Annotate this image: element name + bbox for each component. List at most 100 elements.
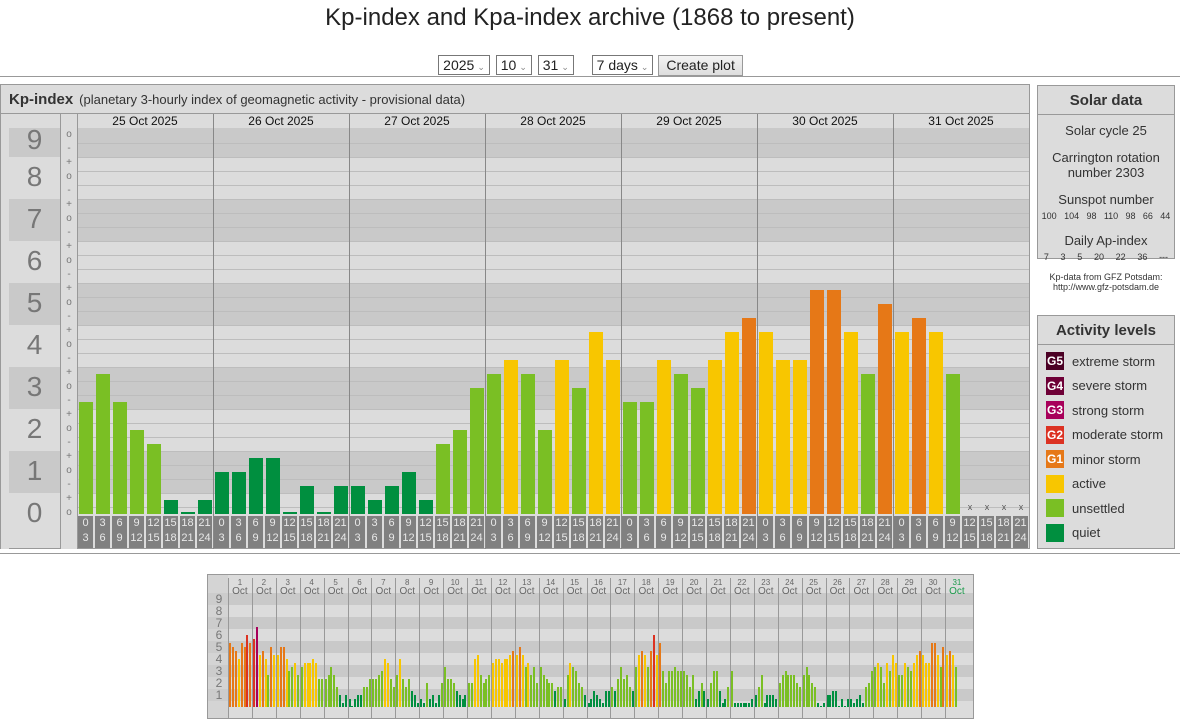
mini-kp-bar: [476, 655, 479, 707]
mini-kp-bar: [763, 703, 766, 707]
create-plot-button[interactable]: Create plot: [658, 55, 743, 76]
hour-end: 12: [130, 532, 143, 544]
mini-kp-bar: [291, 667, 294, 707]
mini-kp-bar: [646, 667, 649, 707]
gridline: [78, 437, 1029, 438]
monthly-overview-chart[interactable]: 9 8 7 6 5 4 3 2 1 1 Oct 2 Oct 3 Oct 4 Oct 5 Oct 6 Oct 7 Oct 8 Oc…: [207, 574, 974, 719]
mini-kp-bar: [707, 699, 709, 707]
activity-levels-title: Activity levels: [1038, 316, 1174, 345]
hour-end: 12: [538, 532, 551, 544]
y-subtick-label: -: [67, 437, 71, 448]
mini-kp-bar: [566, 675, 569, 707]
mini-day-number: 31: [952, 578, 962, 587]
hour-end: 24: [606, 532, 619, 544]
mini-kp-bar: [554, 691, 557, 707]
mini-kp-bar: [389, 679, 392, 707]
missing-mark: x: [984, 502, 990, 512]
mini-month-label: Oct: [279, 586, 296, 597]
mini-kp-bar: [748, 703, 751, 707]
hour-start: 3: [371, 517, 378, 529]
y-subtick-label: +: [66, 241, 72, 252]
mini-kp-bar: [252, 639, 255, 707]
mini-month-label: Oct: [256, 586, 272, 597]
mini-day-separator: [467, 578, 468, 718]
hour-start: 15: [708, 517, 721, 529]
month-select[interactable]: 10 ⌄: [495, 55, 532, 75]
mini-kp-bar: [542, 675, 545, 707]
mini-kp-bar: [918, 651, 921, 707]
mini-kp-bar: [524, 667, 527, 707]
mini-day-label: 1 Oct: [228, 578, 252, 597]
y-tick-label: 8: [26, 161, 43, 192]
kp-sub-column-border: [77, 114, 78, 549]
kp-bar: [164, 500, 178, 514]
mini-day-number: 6: [357, 578, 362, 587]
hour-end: 3: [218, 532, 225, 544]
mini-kp-bar: [659, 643, 662, 707]
kp-bar: [232, 472, 246, 514]
hour-start: 21: [606, 517, 619, 529]
y-subtick-label: o: [66, 507, 72, 518]
mini-kp-bar: [631, 691, 634, 707]
mini-kp-bar: [703, 691, 706, 707]
mini-month-label: Oct: [686, 586, 702, 597]
missing-mark: x: [1001, 502, 1007, 512]
mini-kp-bar: [405, 687, 407, 707]
hour-end: 21: [725, 532, 738, 544]
mini-kp-bar: [321, 679, 323, 707]
mini-day-separator: [252, 578, 253, 718]
hour-label: 12 15: [554, 516, 569, 548]
hour-start: 3: [643, 517, 650, 529]
hour-end: 6: [643, 532, 650, 544]
mini-kp-bar: [724, 699, 727, 707]
kp-bar: [181, 512, 195, 514]
source-url[interactable]: http://www.gfz-potsdam.de: [1052, 282, 1160, 292]
mini-kp-bar: [527, 663, 530, 707]
mini-kp-bar: [862, 703, 864, 707]
gridline: [78, 353, 1029, 354]
sunspot-values: 100 104 98 110 98 66 44: [1038, 211, 1174, 221]
day-label: 29 Oct 2025: [656, 114, 722, 128]
mini-y-tick: 1: [215, 688, 223, 702]
mini-day-separator: [587, 578, 588, 718]
day-label: 25 Oct 2025: [112, 114, 178, 128]
mini-kp-bar: [686, 675, 688, 707]
gridline: [78, 325, 1029, 326]
year-select[interactable]: 2025 ⌄: [438, 55, 490, 75]
kp-bar: [368, 500, 382, 514]
mini-left-column: [208, 575, 228, 718]
mini-month-label: Oct: [566, 586, 583, 597]
mini-kp-bar: [751, 699, 754, 707]
mini-day-number: 7: [381, 578, 386, 587]
day-select[interactable]: 31 ⌄: [537, 55, 574, 75]
y-subtick-label: o: [66, 171, 72, 182]
mini-month-label: Oct: [877, 586, 894, 597]
mini-day-separator: [706, 578, 707, 718]
mini-day-number: 8: [405, 578, 410, 587]
mini-kp-bar: [665, 683, 667, 707]
mini-kp-bar: [820, 706, 822, 707]
gridline: [78, 171, 1029, 172]
mini-kp-bar: [796, 683, 799, 707]
mini-day-label: 25 Oct: [802, 578, 826, 597]
range-select[interactable]: 7 days ⌄: [591, 55, 654, 75]
mini-day-label: 7 Oct: [371, 578, 395, 597]
mini-kp-bar: [548, 683, 551, 707]
solar-data-panel: Solar data Solar cycle 25 Carrington rot…: [1037, 85, 1175, 292]
mini-day-label: 13 Oct: [515, 578, 539, 597]
mini-kp-bar: [485, 679, 488, 707]
hour-end: 12: [266, 532, 279, 544]
y-tick-label: 4: [26, 329, 43, 360]
mini-kp-bar: [778, 683, 781, 707]
mini-day-number: 22: [737, 578, 747, 587]
mini-kp-bar: [452, 683, 455, 707]
mini-kp-bar: [381, 671, 384, 707]
kp-bar: [453, 430, 467, 514]
level-swatch: [1046, 523, 1064, 542]
hour-label: 18 21: [860, 516, 875, 548]
hour-start: 0: [82, 517, 89, 529]
